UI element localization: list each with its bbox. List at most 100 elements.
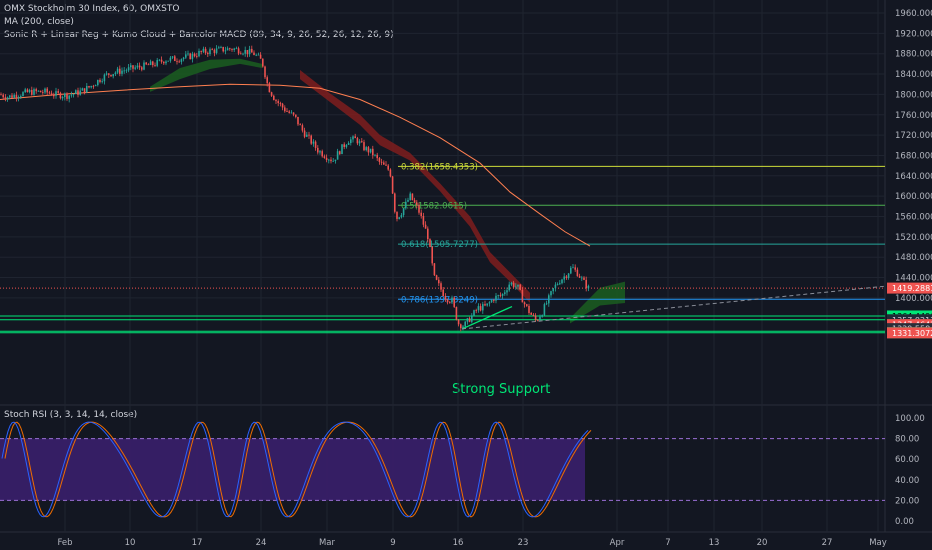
candle-body bbox=[383, 162, 385, 165]
candle-body bbox=[259, 54, 262, 59]
candle-body bbox=[484, 304, 486, 306]
candle-body bbox=[37, 90, 40, 92]
candle-body bbox=[2, 94, 4, 98]
candle-body bbox=[66, 93, 68, 99]
y-tick-label: 1680.0000 bbox=[895, 151, 932, 161]
candle-body bbox=[253, 52, 255, 56]
candle-body bbox=[416, 202, 418, 205]
y-tick-label: 1440.0000 bbox=[895, 274, 932, 284]
candle-body bbox=[198, 50, 200, 57]
candle-body bbox=[394, 193, 396, 212]
candle-body bbox=[53, 95, 55, 97]
candle-body bbox=[44, 88, 46, 93]
candle-body bbox=[314, 141, 317, 148]
rsi-k-line bbox=[1, 421, 589, 518]
candle-body bbox=[77, 90, 79, 95]
candle-body bbox=[42, 92, 44, 94]
y-tick-label: 1400.0000 bbox=[895, 294, 932, 304]
candle-body bbox=[563, 276, 565, 280]
candle-body bbox=[336, 151, 339, 160]
candle-body bbox=[75, 90, 77, 94]
candle-body bbox=[347, 143, 350, 145]
candle-body bbox=[464, 321, 466, 327]
candle-body bbox=[413, 200, 416, 203]
candle-body bbox=[328, 159, 330, 161]
candle-body bbox=[176, 61, 178, 62]
candle-body bbox=[303, 130, 306, 137]
candle-body bbox=[402, 208, 405, 216]
candle-body bbox=[46, 88, 48, 93]
candle-body bbox=[110, 74, 112, 77]
candle-body bbox=[218, 47, 220, 49]
candle-body bbox=[499, 295, 502, 297]
candle-body bbox=[246, 49, 249, 55]
candle-body bbox=[281, 103, 284, 108]
candle-body bbox=[385, 164, 387, 166]
candle-body bbox=[517, 284, 519, 287]
x-tick-label: Mar bbox=[319, 538, 336, 548]
candle-body bbox=[229, 48, 231, 50]
candle-body bbox=[277, 101, 279, 104]
candle-body bbox=[440, 283, 442, 290]
rsi-y-tick: 100.00 bbox=[895, 414, 925, 424]
fib-levels: 0.382(1658.4353) 0.5(1582.0615) 0.618(1505… bbox=[398, 162, 885, 305]
candle-body bbox=[213, 49, 216, 53]
candle-body bbox=[561, 279, 563, 284]
x-tick-label: 10 bbox=[125, 538, 136, 548]
candle-body bbox=[308, 134, 310, 136]
candle-body bbox=[99, 79, 101, 82]
candle-body bbox=[251, 48, 253, 53]
candle-body bbox=[123, 70, 125, 72]
candle-body bbox=[130, 65, 132, 68]
candle-body bbox=[334, 159, 337, 161]
candle-body bbox=[490, 299, 493, 303]
candle-body bbox=[462, 326, 464, 329]
candle-body bbox=[257, 54, 260, 56]
candle-body bbox=[409, 193, 411, 200]
candle-body bbox=[114, 72, 117, 75]
candle-body bbox=[446, 299, 449, 303]
candle-body bbox=[119, 68, 121, 74]
candle-body bbox=[81, 88, 84, 91]
candle-body bbox=[222, 46, 224, 52]
candle-body bbox=[444, 296, 447, 300]
candle-body bbox=[17, 96, 20, 99]
candle-body bbox=[572, 267, 574, 269]
rsi-y-tick: 40.00 bbox=[895, 476, 919, 486]
x-tick-label: 27 bbox=[822, 538, 833, 548]
candle-body bbox=[215, 48, 218, 53]
y-tick-label: 1760.0000 bbox=[895, 111, 932, 121]
rsi-y-tick: 80.00 bbox=[895, 435, 919, 445]
candle-body bbox=[24, 89, 26, 93]
candle-body bbox=[405, 201, 407, 209]
price-label: 1419.2881 bbox=[887, 282, 932, 294]
candle-body bbox=[504, 292, 506, 294]
price-labels: 1419.28811364.44961357.02131334.54371347… bbox=[887, 282, 932, 339]
candle-body bbox=[422, 216, 425, 225]
x-tick-label: May bbox=[869, 538, 887, 548]
candle-body bbox=[244, 49, 246, 54]
candle-body bbox=[57, 91, 59, 93]
candle-body bbox=[495, 295, 497, 301]
y-tick-label: 1640.0000 bbox=[895, 172, 932, 182]
candle-body bbox=[103, 74, 106, 82]
candle-body bbox=[207, 52, 209, 55]
candle-body bbox=[145, 62, 147, 65]
y-tick-label: 1920.0000 bbox=[895, 29, 932, 39]
x-tick-label: 17 bbox=[192, 538, 203, 548]
candle-body bbox=[299, 124, 301, 126]
candle-body bbox=[468, 318, 471, 322]
candle-body bbox=[105, 73, 108, 75]
candle-body bbox=[519, 284, 521, 290]
candle-body bbox=[235, 48, 238, 50]
candle-body bbox=[268, 83, 271, 93]
candle-body bbox=[479, 306, 482, 311]
candle-body bbox=[160, 59, 163, 62]
candle-body bbox=[411, 193, 414, 201]
candle-body bbox=[55, 91, 57, 96]
candle-body bbox=[92, 85, 95, 87]
candle-body bbox=[512, 282, 515, 288]
candle-body bbox=[493, 299, 495, 301]
candle-body bbox=[552, 288, 554, 292]
